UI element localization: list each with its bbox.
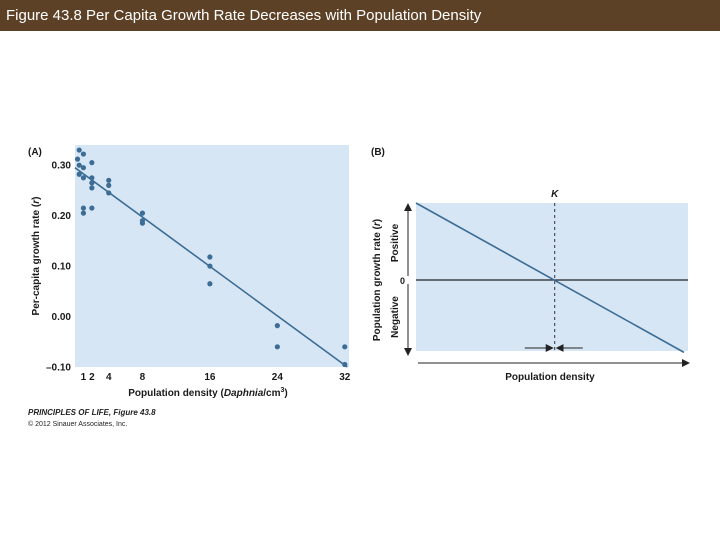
panel-a-data-point <box>139 210 146 216</box>
panel-a-x-tick-label: 8 <box>140 372 146 383</box>
panel-a-y-ticks: 0.30 0.20 0.10 0.00 –0.10 <box>46 161 71 374</box>
panel-a-data-point <box>80 175 87 181</box>
panel-a-x-tick-label: 2 <box>89 372 95 383</box>
panel-b-positive-label: Positive <box>390 223 401 262</box>
panel-b-k-label: K <box>551 189 559 200</box>
panel-a-x-ticks: 1 2 4 8 16 24 32 <box>81 372 351 383</box>
panel-b-label: (B) <box>371 147 385 158</box>
title-bar: Figure 43.8 Per Capita Growth Rate Decre… <box>0 0 720 31</box>
panel-a-label: (A) <box>28 147 42 158</box>
panel-a-x-tick-label: 1 <box>81 372 87 383</box>
panel-b: (B) K 0 Positive Negative Population gro… <box>371 147 690 383</box>
panel-b-y-axis-label: Population growth rate (r) <box>372 219 383 341</box>
panel-a-data-point <box>80 165 87 171</box>
panel-a-y-tick-label: 0.00 <box>52 312 72 323</box>
panel-a-data-point <box>80 210 87 216</box>
panel-a-data-point <box>89 180 95 186</box>
panel-a-data-point <box>80 205 87 211</box>
panel-a-data-point <box>106 177 112 183</box>
panel-a-data-point <box>89 175 95 181</box>
panel-a-data-point <box>76 171 82 177</box>
panel-a-x-tick-label: 24 <box>272 372 284 383</box>
panel-a-y-tick-label: 0.10 <box>52 262 72 273</box>
panel-a-data-point <box>342 344 348 350</box>
panel-a-data-point <box>274 344 280 350</box>
panel-a-data-point <box>342 361 348 368</box>
panel-a: (A) 0.300.200.100.00–0.10 1 2 4 8 16 24 32 Per… <box>28 145 351 399</box>
panel-b-negative-label: Negative <box>390 296 401 338</box>
panel-a-x-axis-label: Population density (Daphnia/cm3) <box>128 387 288 399</box>
panel-a-y-axis-label: Per-capita growth rate (r) <box>31 197 42 316</box>
panel-a-data-point <box>207 281 213 287</box>
panel-a-data-point <box>274 323 280 329</box>
panel-b-growth-line <box>415 202 685 354</box>
panel-a-data-point <box>89 205 95 211</box>
panel-a-data-point <box>139 220 146 226</box>
panel-a-data-point <box>207 263 213 269</box>
panel-a-data-point <box>106 182 112 188</box>
panel-a-data-point <box>76 147 82 153</box>
copyright-text: © 2012 Sinauer Associates, Inc. <box>28 421 128 428</box>
panel-a-points <box>74 147 348 368</box>
panel-a-data-point <box>76 162 82 168</box>
panel-a-x-tick-label: 32 <box>339 372 351 383</box>
panel-a-x-tick-label: 4 <box>106 372 112 383</box>
panel-b-zero-tick: 0 <box>400 276 405 286</box>
panel-a-x-tick-label: 16 <box>204 372 216 383</box>
panel-b-x-axis-label: Population density <box>505 372 595 383</box>
book-credit: PRINCIPLES OF LIFE, Figure 43.8 <box>28 408 156 417</box>
panel-a-data-point <box>89 185 95 191</box>
panel-a-data-point <box>80 151 87 157</box>
panel-a-data-point <box>74 156 81 162</box>
panel-a-y-tick-label: 0.30 <box>52 161 72 172</box>
panel-a-y-tick-label: –0.10 <box>46 363 71 374</box>
panel-a-data-point <box>89 160 95 166</box>
panel-a-y-tick-label: 0.20 <box>52 211 72 222</box>
slide-title: Figure 43.8 Per Capita Growth Rate Decre… <box>6 7 482 24</box>
panel-a-data-point <box>207 254 213 260</box>
panel-a-data-point <box>106 190 112 196</box>
